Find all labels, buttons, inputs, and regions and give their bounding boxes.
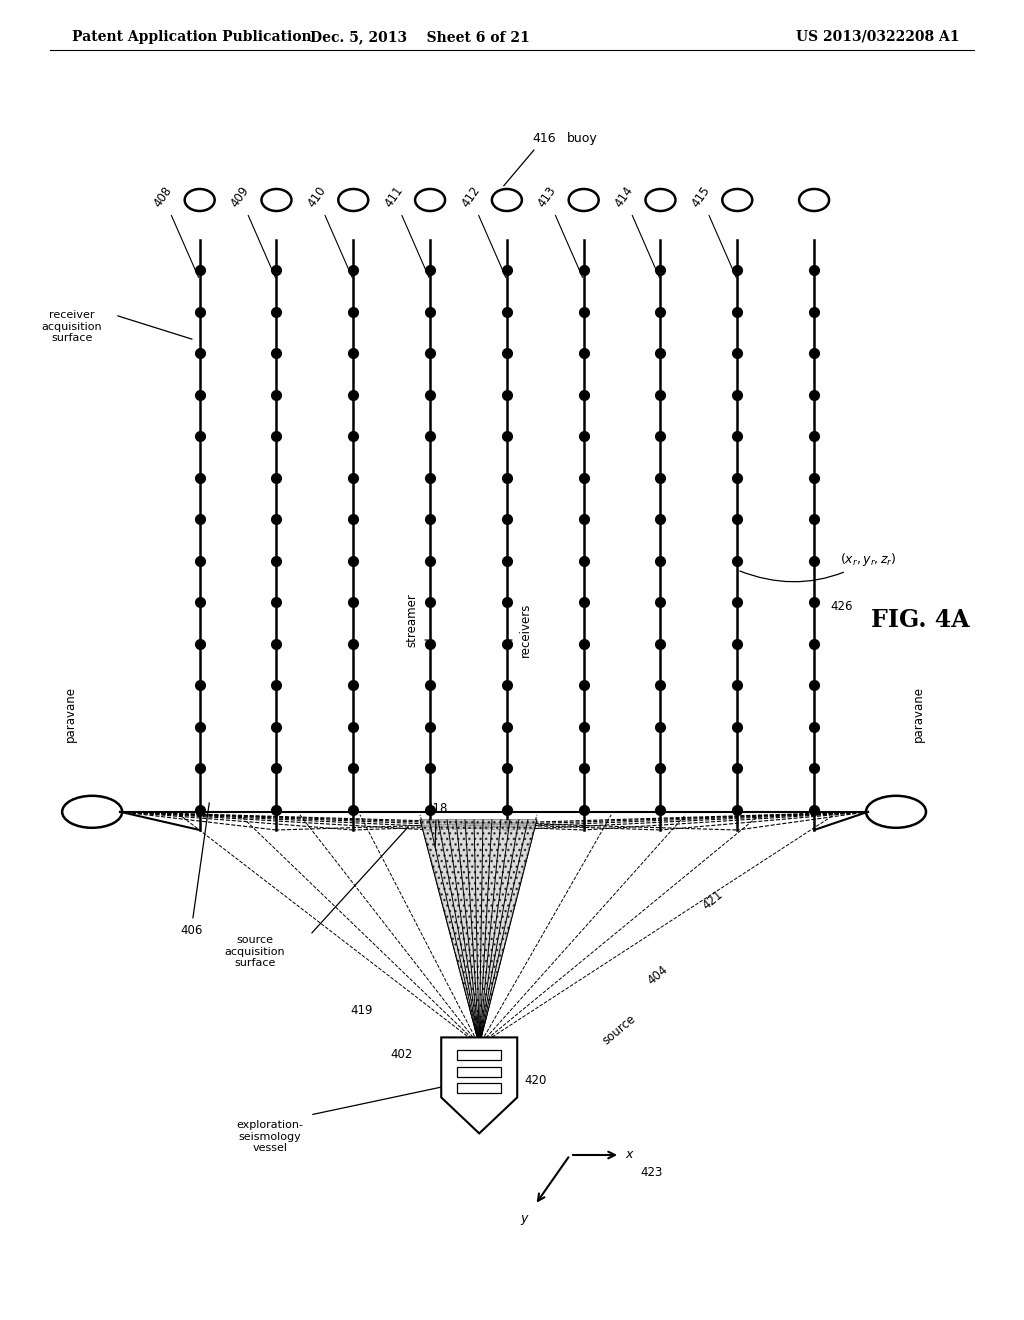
Text: buoy: buoy [567, 132, 598, 145]
Text: 416: 416 [504, 132, 555, 186]
Text: paravane: paravane [911, 686, 925, 742]
Text: streamer: streamer [406, 593, 418, 647]
Text: receiver
acquisition
surface: receiver acquisition surface [42, 310, 102, 343]
Polygon shape [458, 1068, 501, 1077]
Text: paravane: paravane [63, 686, 77, 742]
Polygon shape [441, 1038, 517, 1134]
Text: 418: 418 [425, 803, 447, 847]
Polygon shape [458, 1051, 501, 1060]
Text: US 2013/0322208 A1: US 2013/0322208 A1 [797, 30, 961, 44]
Text: 412: 412 [459, 183, 506, 277]
Text: $(x_r,y_r,z_r)$: $(x_r,y_r,z_r)$ [740, 552, 897, 582]
Text: 415: 415 [689, 185, 736, 277]
Text: 419: 419 [350, 1003, 373, 1016]
Text: 404: 404 [645, 962, 671, 987]
Text: 410: 410 [305, 185, 352, 277]
Text: source: source [600, 1012, 638, 1048]
Text: 413: 413 [536, 185, 583, 277]
Text: x: x [625, 1148, 633, 1162]
Text: 421: 421 [700, 888, 726, 912]
Text: 411: 411 [382, 183, 429, 277]
Text: Dec. 5, 2013    Sheet 6 of 21: Dec. 5, 2013 Sheet 6 of 21 [310, 30, 529, 44]
Text: y: y [520, 1212, 528, 1225]
Text: receivers: receivers [519, 603, 531, 657]
Text: 423: 423 [640, 1166, 663, 1179]
Text: Patent Application Publication: Patent Application Publication [72, 30, 311, 44]
Polygon shape [458, 1084, 501, 1093]
Text: 408: 408 [152, 185, 199, 277]
Text: FIG. 4A: FIG. 4A [870, 609, 970, 632]
Text: source
acquisition
surface: source acquisition surface [224, 935, 286, 968]
Text: exploration-
seismology
vessel: exploration- seismology vessel [237, 1119, 303, 1154]
Polygon shape [420, 820, 537, 1045]
Text: 409: 409 [228, 185, 275, 277]
Text: 414: 414 [612, 183, 659, 277]
Text: 402: 402 [390, 1048, 413, 1061]
Text: 420: 420 [524, 1074, 547, 1086]
Text: 426: 426 [830, 601, 853, 612]
Text: 406: 406 [180, 803, 209, 936]
